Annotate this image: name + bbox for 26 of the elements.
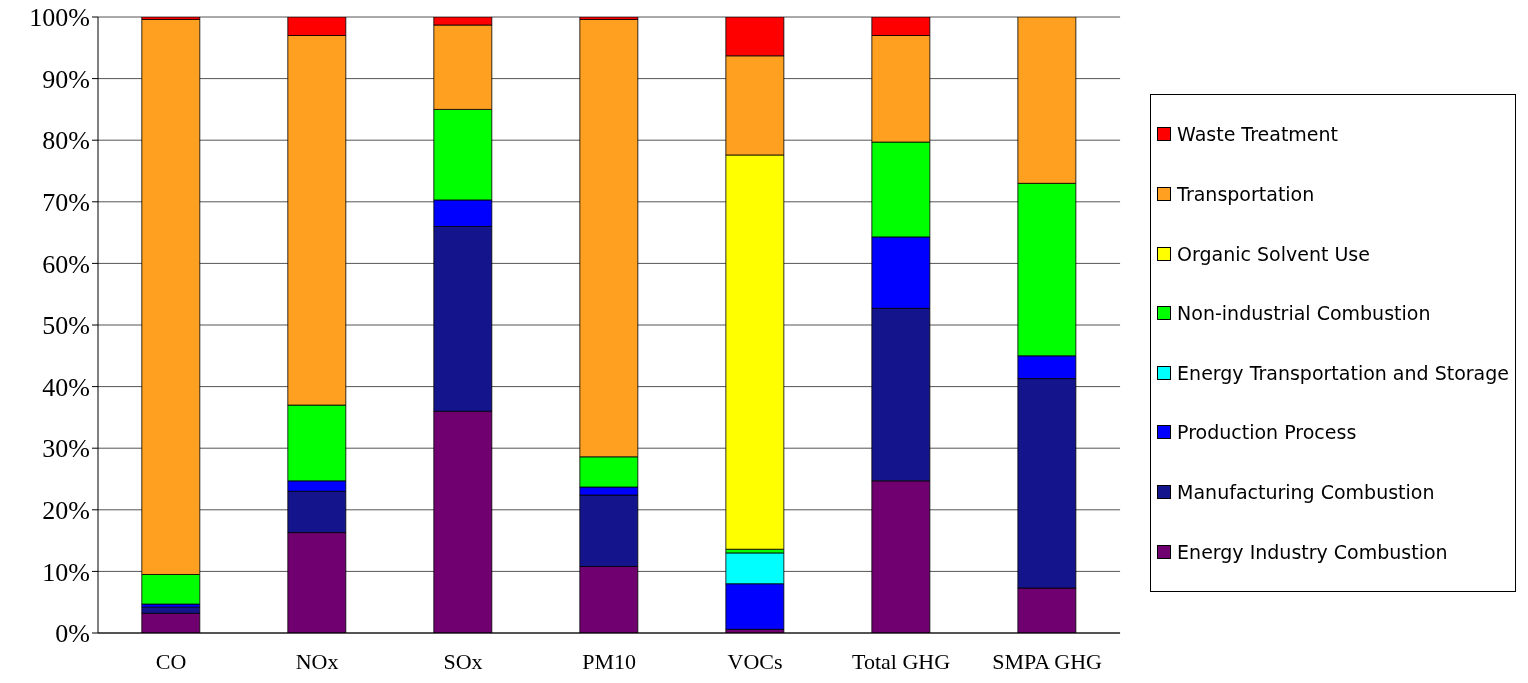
y-tick-label: 80% [42,126,90,156]
legend-label: Non-industrial Combustion [1177,302,1431,325]
legend-label: Transportation [1177,183,1315,206]
x-tick-label: CO [155,648,187,674]
y-tick-label: 0% [55,619,90,649]
x-tick-label: SMPA GHG [992,648,1103,674]
legend-label: Energy Transportation and Storage [1177,361,1509,384]
y-tick-label: 30% [42,434,90,464]
legend-label: Manufacturing Combustion [1177,480,1435,503]
x-tick-label: VOCs [727,648,783,674]
y-tick-label: 50% [42,311,90,341]
y-tick-label: 70% [42,188,90,218]
legend-label: Waste Treatment [1177,123,1339,146]
x-tick-label: SOx [443,648,483,674]
x-tick-label: Total GHG [852,648,951,674]
y-tick-label: 90% [42,64,90,94]
x-tick-label: NOx [295,648,339,674]
legend-label: Organic Solvent Use [1177,242,1370,265]
y-tick-label: 100% [29,3,90,33]
legend-label: Production Process [1177,421,1357,444]
legend-label: Energy Industry Combustion [1177,540,1448,563]
y-tick-label: 40% [42,372,90,402]
y-tick-label: 10% [42,557,90,587]
x-tick-label: PM10 [582,648,636,674]
y-tick-label: 60% [42,249,90,279]
y-tick-label: 20% [42,496,90,526]
